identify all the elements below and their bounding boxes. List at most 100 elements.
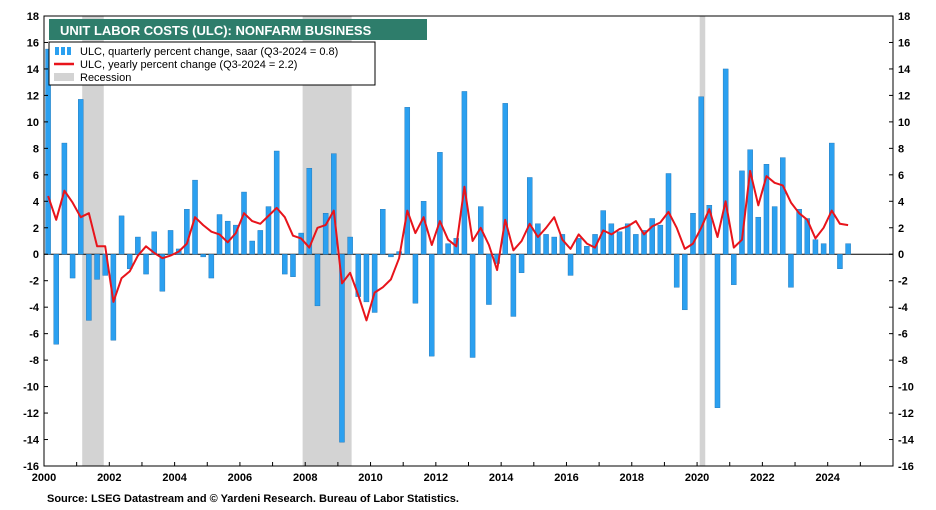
y-tick-label: 14: [27, 64, 40, 76]
bar: [698, 96, 704, 255]
bar: [388, 254, 394, 258]
bar: [249, 240, 255, 255]
bar: [437, 152, 443, 255]
x-tick-label: 2000: [32, 472, 56, 484]
bar: [584, 246, 590, 255]
bar: [804, 218, 811, 255]
bar: [290, 254, 296, 277]
bar: [135, 236, 141, 255]
y-tick-label: -6: [29, 329, 39, 341]
bar: [755, 216, 762, 255]
legend-swatch-recession: [54, 73, 74, 81]
bar: [461, 91, 468, 255]
y-tick-label: -10: [898, 382, 914, 394]
y-tick-label: -4: [29, 302, 40, 314]
bar: [167, 230, 174, 255]
bar: [184, 209, 190, 255]
bar: [641, 230, 647, 255]
bar: [649, 218, 655, 255]
y-axis-right: -16 -14 -12 -10 -8 -6 -4 -2 0 2 4 6 8 10 12 14 16 18: [889, 11, 915, 473]
bar: [673, 254, 680, 288]
y-tick-label: -12: [23, 408, 39, 420]
bar: [151, 231, 157, 255]
bar: [420, 201, 427, 255]
bar: [159, 254, 166, 292]
x-tick-label: 2020: [685, 472, 709, 484]
legend-label-recession: Recession: [80, 72, 131, 84]
chart-title-box: UNIT LABOR COSTS (ULC): NONFARM BUSINESS: [49, 19, 427, 40]
bar: [486, 254, 492, 305]
source-note: Source: LSEG Datastream and © Yardeni Re…: [47, 493, 459, 505]
bar: [788, 254, 794, 288]
bar: [233, 224, 239, 255]
bar: [257, 230, 264, 255]
bar-series: [45, 48, 851, 443]
bar: [339, 254, 345, 443]
bar: [429, 254, 435, 357]
bar: [845, 243, 851, 255]
y-tick-label: 4: [33, 196, 40, 208]
bar: [633, 234, 639, 255]
y-tick-label: 6: [33, 170, 39, 182]
bar: [143, 254, 149, 275]
y-tick-label: 12: [898, 90, 910, 102]
bar: [624, 223, 631, 255]
y-tick-label: 8: [898, 143, 904, 155]
bar: [608, 223, 615, 255]
y-tick-label: 18: [898, 11, 910, 23]
x-axis: 2000 2002 2004 2006 2008 2010 2012 2014 2016 2018…: [32, 462, 894, 484]
y-tick-label: -2: [29, 276, 39, 288]
bar: [208, 254, 215, 279]
y-tick-label: -16: [23, 461, 39, 473]
x-tick-label: 2018: [620, 472, 644, 484]
bar: [412, 254, 419, 304]
bar: [543, 234, 549, 255]
y-tick-label: -12: [898, 408, 914, 420]
chart-title: UNIT LABOR COSTS (ULC): NONFARM BUSINESS: [60, 23, 372, 38]
recession-band: [82, 16, 104, 466]
bar: [567, 254, 574, 276]
x-tick-label: 2002: [97, 472, 121, 484]
bar: [331, 153, 337, 255]
y-tick-label: 0: [898, 249, 904, 261]
bar: [273, 150, 280, 255]
bar: [820, 243, 827, 255]
bar: [78, 99, 84, 255]
bar: [575, 238, 582, 255]
bar: [551, 236, 557, 255]
bar: [404, 107, 411, 255]
bar: [771, 206, 778, 255]
bar: [363, 254, 370, 303]
bar: [796, 209, 802, 255]
bar: [347, 236, 353, 255]
x-tick-label: 2006: [228, 472, 252, 484]
bar: [722, 68, 729, 255]
bar: [314, 254, 321, 307]
y-tick-label: -6: [898, 329, 908, 341]
title-background: [49, 19, 427, 40]
bar: [763, 164, 770, 255]
legend-swatch-bars: [55, 47, 71, 55]
y-tick-label: 2: [898, 223, 904, 235]
x-tick-label: 2022: [750, 472, 774, 484]
y-tick-label: 4: [898, 196, 905, 208]
bar: [241, 191, 247, 255]
y-axis-left: -16 -14 -12 -10 -8 -6 -4 -2 0 2 4 6 8 10 12 14 16 18: [23, 11, 48, 473]
x-tick-label: 2024: [815, 472, 840, 484]
y-tick-label: 10: [898, 117, 910, 129]
bar: [94, 254, 100, 280]
y-tick-label: -2: [898, 276, 908, 288]
legend: ULC, quarterly percent change, saar (Q3-…: [48, 41, 376, 86]
bar: [469, 254, 476, 358]
y-tick-label: 18: [27, 11, 39, 23]
bar: [86, 254, 92, 321]
bar: [510, 254, 517, 317]
y-tick-label: -16: [898, 461, 914, 473]
bar: [616, 231, 623, 255]
y-tick-label: 2: [33, 223, 39, 235]
bar: [559, 234, 566, 255]
bar: [518, 254, 525, 273]
bar: [224, 220, 231, 255]
bar: [731, 254, 737, 285]
